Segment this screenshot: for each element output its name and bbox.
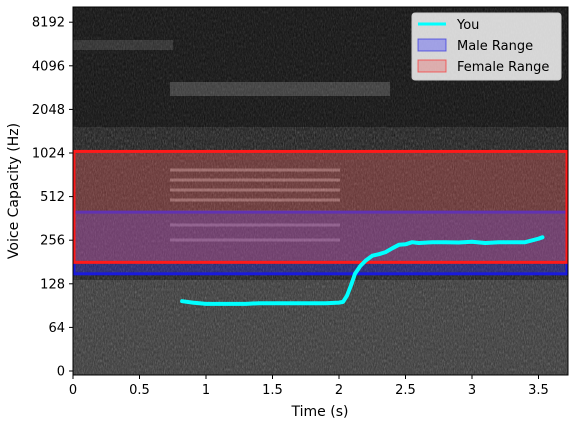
y-tick-label: 8192 bbox=[32, 16, 65, 31]
y-axis-label: Voice Capacity (Hz) bbox=[6, 123, 22, 259]
x-tick-label: 0.5 bbox=[129, 383, 150, 398]
x-axis-label: Time (s) bbox=[291, 404, 349, 420]
legend-swatch-male bbox=[417, 38, 447, 52]
y-tick-label: 1024 bbox=[32, 147, 65, 162]
x-tick-label: 1.5 bbox=[262, 383, 283, 398]
legend: You Male Range Female Range bbox=[411, 12, 562, 81]
x-tick-label: 3.5 bbox=[528, 383, 549, 398]
y-tick-label: 64 bbox=[48, 321, 65, 336]
x-tick-label: 1 bbox=[202, 383, 210, 398]
legend-label-female: Female Range bbox=[457, 60, 549, 75]
y-tick-label: 128 bbox=[40, 277, 65, 292]
y-tick-label: 512 bbox=[40, 190, 65, 205]
female-range-band bbox=[73, 149, 568, 264]
series-line-you bbox=[180, 235, 545, 306]
y-tick-label: 2048 bbox=[32, 103, 65, 118]
legend-label-male: Male Range bbox=[457, 39, 533, 54]
x-tick-label: 3 bbox=[468, 383, 476, 398]
legend-label-you: You bbox=[456, 18, 479, 33]
plot-frame bbox=[72, 6, 569, 376]
y-tick-label: 4096 bbox=[32, 59, 65, 74]
legend-swatch-female bbox=[417, 59, 447, 73]
y-tick-label: 256 bbox=[40, 234, 65, 249]
y-tick-label: 0 bbox=[57, 365, 65, 380]
x-tick-label: 2.5 bbox=[395, 383, 416, 398]
x-tick-label: 0 bbox=[69, 383, 77, 398]
x-tick-label: 2 bbox=[335, 383, 343, 398]
